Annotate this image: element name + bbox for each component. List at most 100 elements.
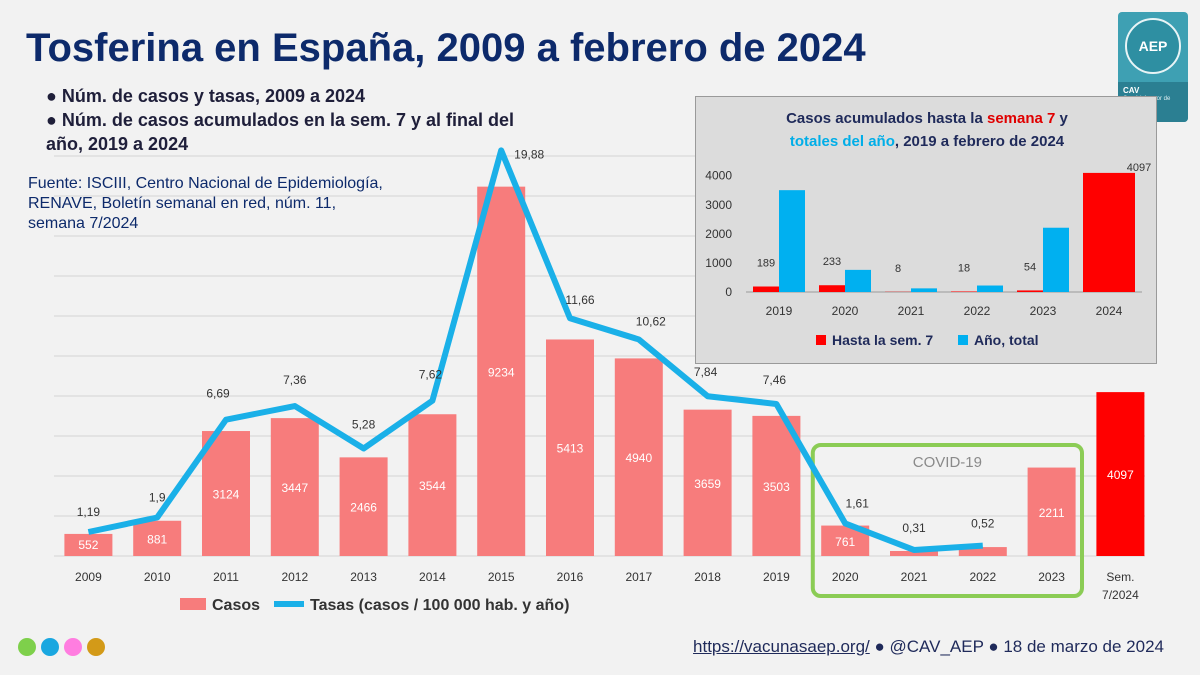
inset-title-part-4: totales del año <box>789 133 895 150</box>
bar-2021 <box>890 551 938 556</box>
inset-y-tick-label: 1000 <box>705 256 732 270</box>
x-tick-label: 2014 <box>419 570 446 584</box>
inset-x-tick-label: 2020 <box>832 304 859 318</box>
inset-chart-panel: Casos acumulados hasta la semana 7 y tot… <box>695 96 1157 364</box>
bar-value-label: 761 <box>835 535 855 549</box>
x-tick-label: 2009 <box>75 570 102 584</box>
inset-x-tick-label: 2022 <box>964 304 991 318</box>
bar-value-label: 4097 <box>1107 468 1134 482</box>
bar-value-label: 3124 <box>213 488 240 502</box>
inset-legend-blue-swatch <box>958 335 968 345</box>
bar-value-label: 2211 <box>1039 506 1065 520</box>
inset-x-tick-label: 2021 <box>898 304 925 318</box>
source-note: Fuente: ISCIII, Centro Nacional de Epide… <box>28 174 383 234</box>
inset-title-part-3: y <box>1055 110 1068 127</box>
bar-value-label: 5413 <box>557 442 584 456</box>
footer-handle-date: ● @CAV_AEP ● 18 de marzo de 2024 <box>874 637 1165 656</box>
rate-value-label: 1,61 <box>846 496 870 510</box>
inset-x-tick-label: 2024 <box>1096 304 1123 318</box>
rate-value-label: 6,69 <box>206 387 230 401</box>
bar-value-label: 881 <box>147 532 167 546</box>
bullet-2-cont: año, 2019 a 2024 <box>46 134 189 154</box>
covid-box <box>810 443 1084 598</box>
inset-data-label: 189 <box>757 258 775 270</box>
inset-data-label: 54 <box>1024 261 1036 273</box>
source-line-3: semana 7/2024 <box>28 215 139 232</box>
x-tick-label: 2023 <box>1038 570 1065 584</box>
bar-value-label: 4940 <box>625 451 652 465</box>
inset-y-tick-label: 4000 <box>705 169 732 183</box>
inset-y-tick-label: 3000 <box>705 198 732 212</box>
source-line-2: RENAVE, Boletín semanal en red, núm. 11, <box>28 195 337 212</box>
legend-casos-swatch <box>180 598 206 610</box>
x-tick-label: 2015 <box>488 570 515 584</box>
rate-value-label: 7,84 <box>694 365 718 379</box>
rate-value-label: 5,28 <box>352 417 376 431</box>
inset-data-label: 8 <box>895 263 901 275</box>
rate-value-label: 1,9 <box>149 491 166 505</box>
bar-value-label: 3503 <box>763 480 790 494</box>
inset-x-tick-label: 2023 <box>1030 304 1057 318</box>
bar-value-label: 3447 <box>281 481 308 495</box>
inset-title-part-5: , 2019 a febrero de 2024 <box>894 133 1065 150</box>
blue-dot-icon <box>41 638 59 656</box>
bar-value-label: 3544 <box>419 479 446 493</box>
rate-value-label: 11,66 <box>565 293 594 307</box>
bar-2011 <box>202 431 250 556</box>
inset-data-label: 233 <box>823 256 841 268</box>
inset-bar-red-2020 <box>819 285 845 292</box>
rate-value-label: 7,62 <box>419 368 443 382</box>
bar-2022 <box>958 547 1007 556</box>
inset-bar-blue-2022 <box>977 285 1003 292</box>
inset-bars: 189 2019 233 2020 8 2021 18 2022 54 2023 4097 2024 <box>753 162 1151 318</box>
logo-seal-icon: AEP <box>1125 18 1181 74</box>
inset-data-label: 18 <box>958 262 970 274</box>
bullet-2: ● Núm. de casos acumulados en la sem. 7 … <box>46 110 515 130</box>
bar-value-label: 3659 <box>694 477 721 491</box>
inset-bar-red-2022 <box>951 291 977 292</box>
inset-bar-red-2024 <box>1083 172 1135 292</box>
legend-tasas-label: Tasas (casos / 100 000 hab. y año) <box>310 597 569 614</box>
inset-bar-red-2019 <box>753 286 779 292</box>
logo-mark: AEP <box>1138 38 1168 54</box>
logo-brand: CAV <box>1123 86 1140 95</box>
bar-value-label: 552 <box>78 538 98 552</box>
bar-2018 <box>683 409 732 556</box>
gold-dot-icon <box>87 638 105 656</box>
bar-2013 <box>339 457 388 556</box>
rate-value-label: 10,62 <box>636 314 666 328</box>
bar-2023 <box>1027 467 1076 556</box>
inset-legend-red-swatch <box>816 335 826 345</box>
x-axis: 2009 2010 2011 2012 2013 2014 2015 2016 2017 2018… <box>75 570 1139 602</box>
inset-legend-red-label: Hasta la sem. 7 <box>832 332 933 348</box>
footer-info: https://vacunasaep.org/ ● @CAV_AEP ● 18 … <box>693 637 1164 657</box>
bar-2014 <box>408 414 457 556</box>
bar-2017 <box>614 358 663 556</box>
website-link[interactable]: https://vacunasaep.org/ <box>693 637 870 656</box>
rate-value-label: 1,19 <box>77 505 101 519</box>
x-tick-label: 2017 <box>625 570 652 584</box>
rate-labels: 1,19 1,9 6,69 7,36 5,28 7,62 19,88 11,66 10,62 7,… <box>77 147 995 535</box>
rate-line <box>87 147 983 553</box>
inset-y-tick-label: 0 <box>725 285 732 299</box>
rate-value-label: 19,88 <box>514 147 544 161</box>
x-tick-label: 2011 <box>213 570 239 584</box>
inset-legend: Hasta la sem. 7 Año, total <box>816 332 1039 348</box>
rate-value-label: 0,31 <box>902 521 926 535</box>
rate-value-label: 7,46 <box>763 373 787 387</box>
inset-bar-blue-2023 <box>1043 227 1069 292</box>
bar-2010 <box>133 520 182 556</box>
x-tick-label: 2013 <box>350 570 377 584</box>
bar-2015 <box>477 186 526 556</box>
bar-2016 <box>546 339 594 556</box>
inset-bar-red-2023 <box>1017 290 1043 292</box>
rate-value-label: 7,36 <box>283 373 307 387</box>
bar-value-label: 2466 <box>350 501 377 515</box>
inset-data-label: 4097 <box>1127 162 1151 174</box>
green-dot-icon <box>18 638 36 656</box>
legend-casos-label: Casos <box>212 597 260 614</box>
inset-x-tick-label: 2019 <box>766 304 793 318</box>
inset-chart-title: Casos acumulados hasta la semana 7 y tot… <box>696 107 1158 153</box>
bar-2019 <box>752 415 801 556</box>
